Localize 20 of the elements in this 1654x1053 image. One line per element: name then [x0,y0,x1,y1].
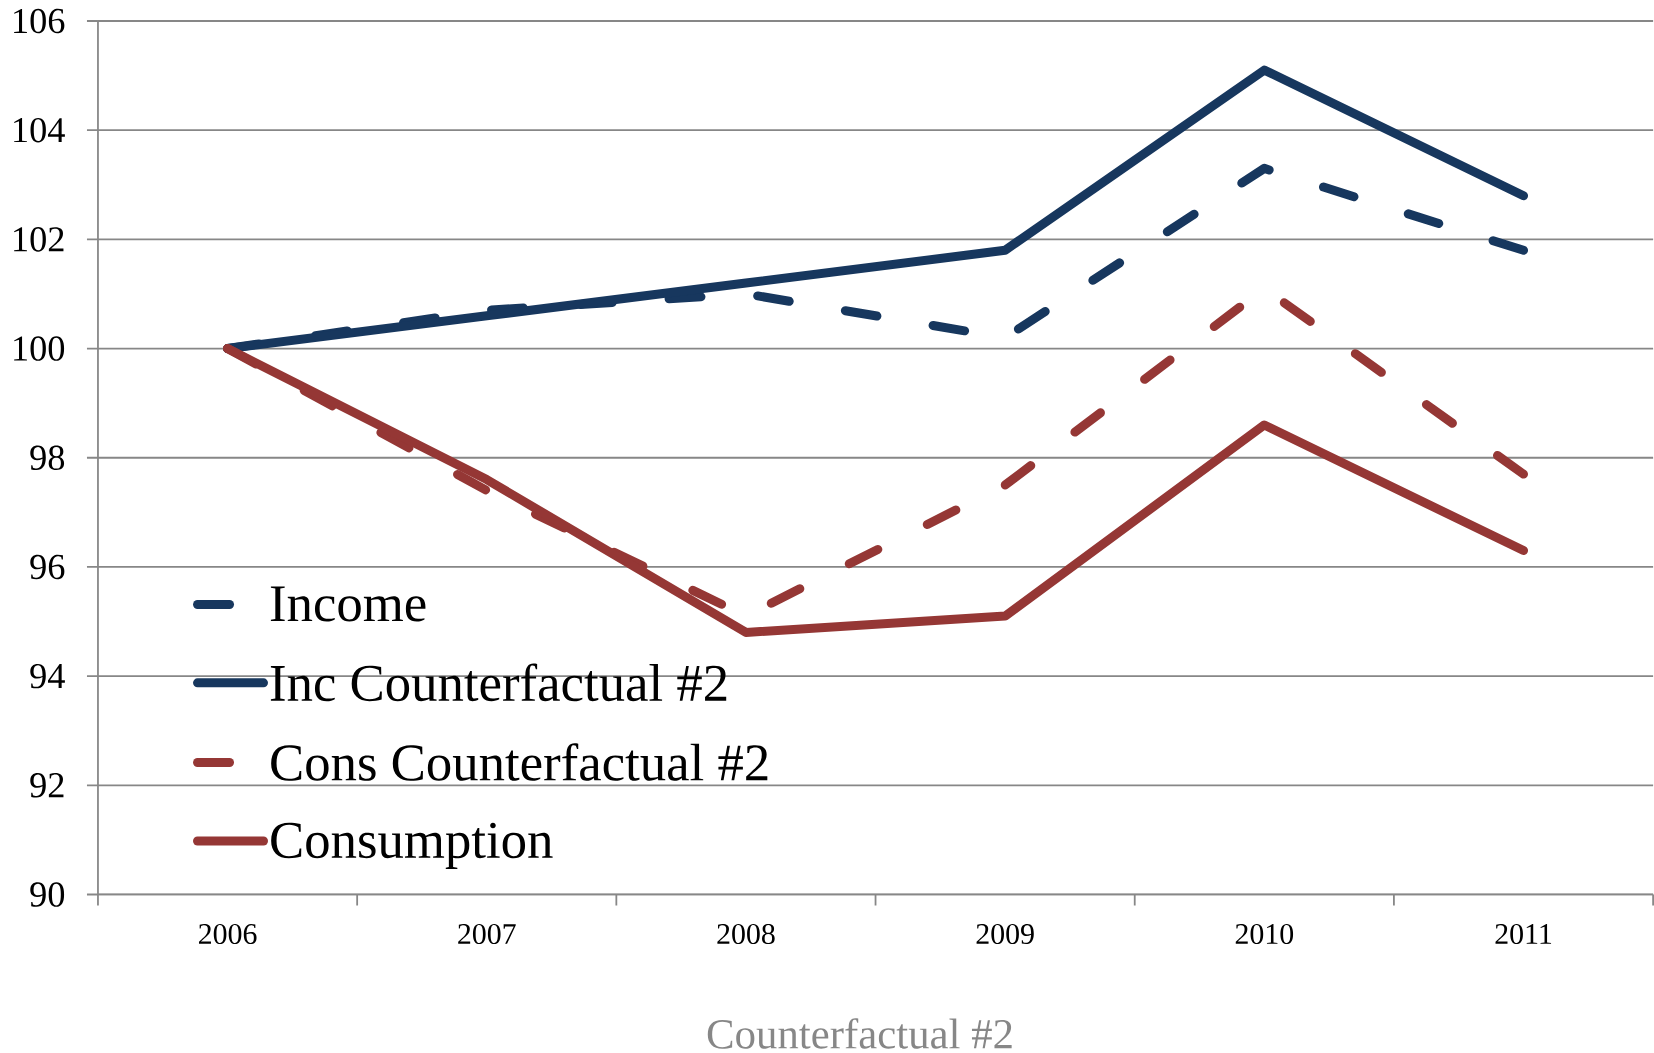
x-tick-label: 2011 [1495,923,1552,944]
legend-label: Cons Counterfactual #2 [271,742,768,781]
x-axis-title: Counterfactual #2 [707,1017,1012,1049]
y-tick-label: 106 [14,8,65,34]
legend-label: Income [270,586,426,622]
y-tick-label: 96 [30,554,65,579]
y-tick-label: 94 [30,663,65,689]
y-tick-label: 98 [30,445,65,470]
x-tick-label: 2009 [976,923,1034,944]
legend-label: Inc Counterfactual #2 [270,663,727,701]
x-tick-label: 2008 [717,923,775,944]
y-tick-label: 102 [14,226,64,252]
x-tick-label: 2010 [1235,923,1294,944]
y-tick-label: 104 [14,117,65,143]
y-tick-label: 92 [30,772,64,798]
x-tick-label: 2007 [458,923,516,944]
y-tick-label: 100 [14,336,65,361]
x-tick-label: 2006 [198,923,257,944]
y-tick-label: 90 [30,882,65,907]
legend-label: Consumption [271,822,553,869]
